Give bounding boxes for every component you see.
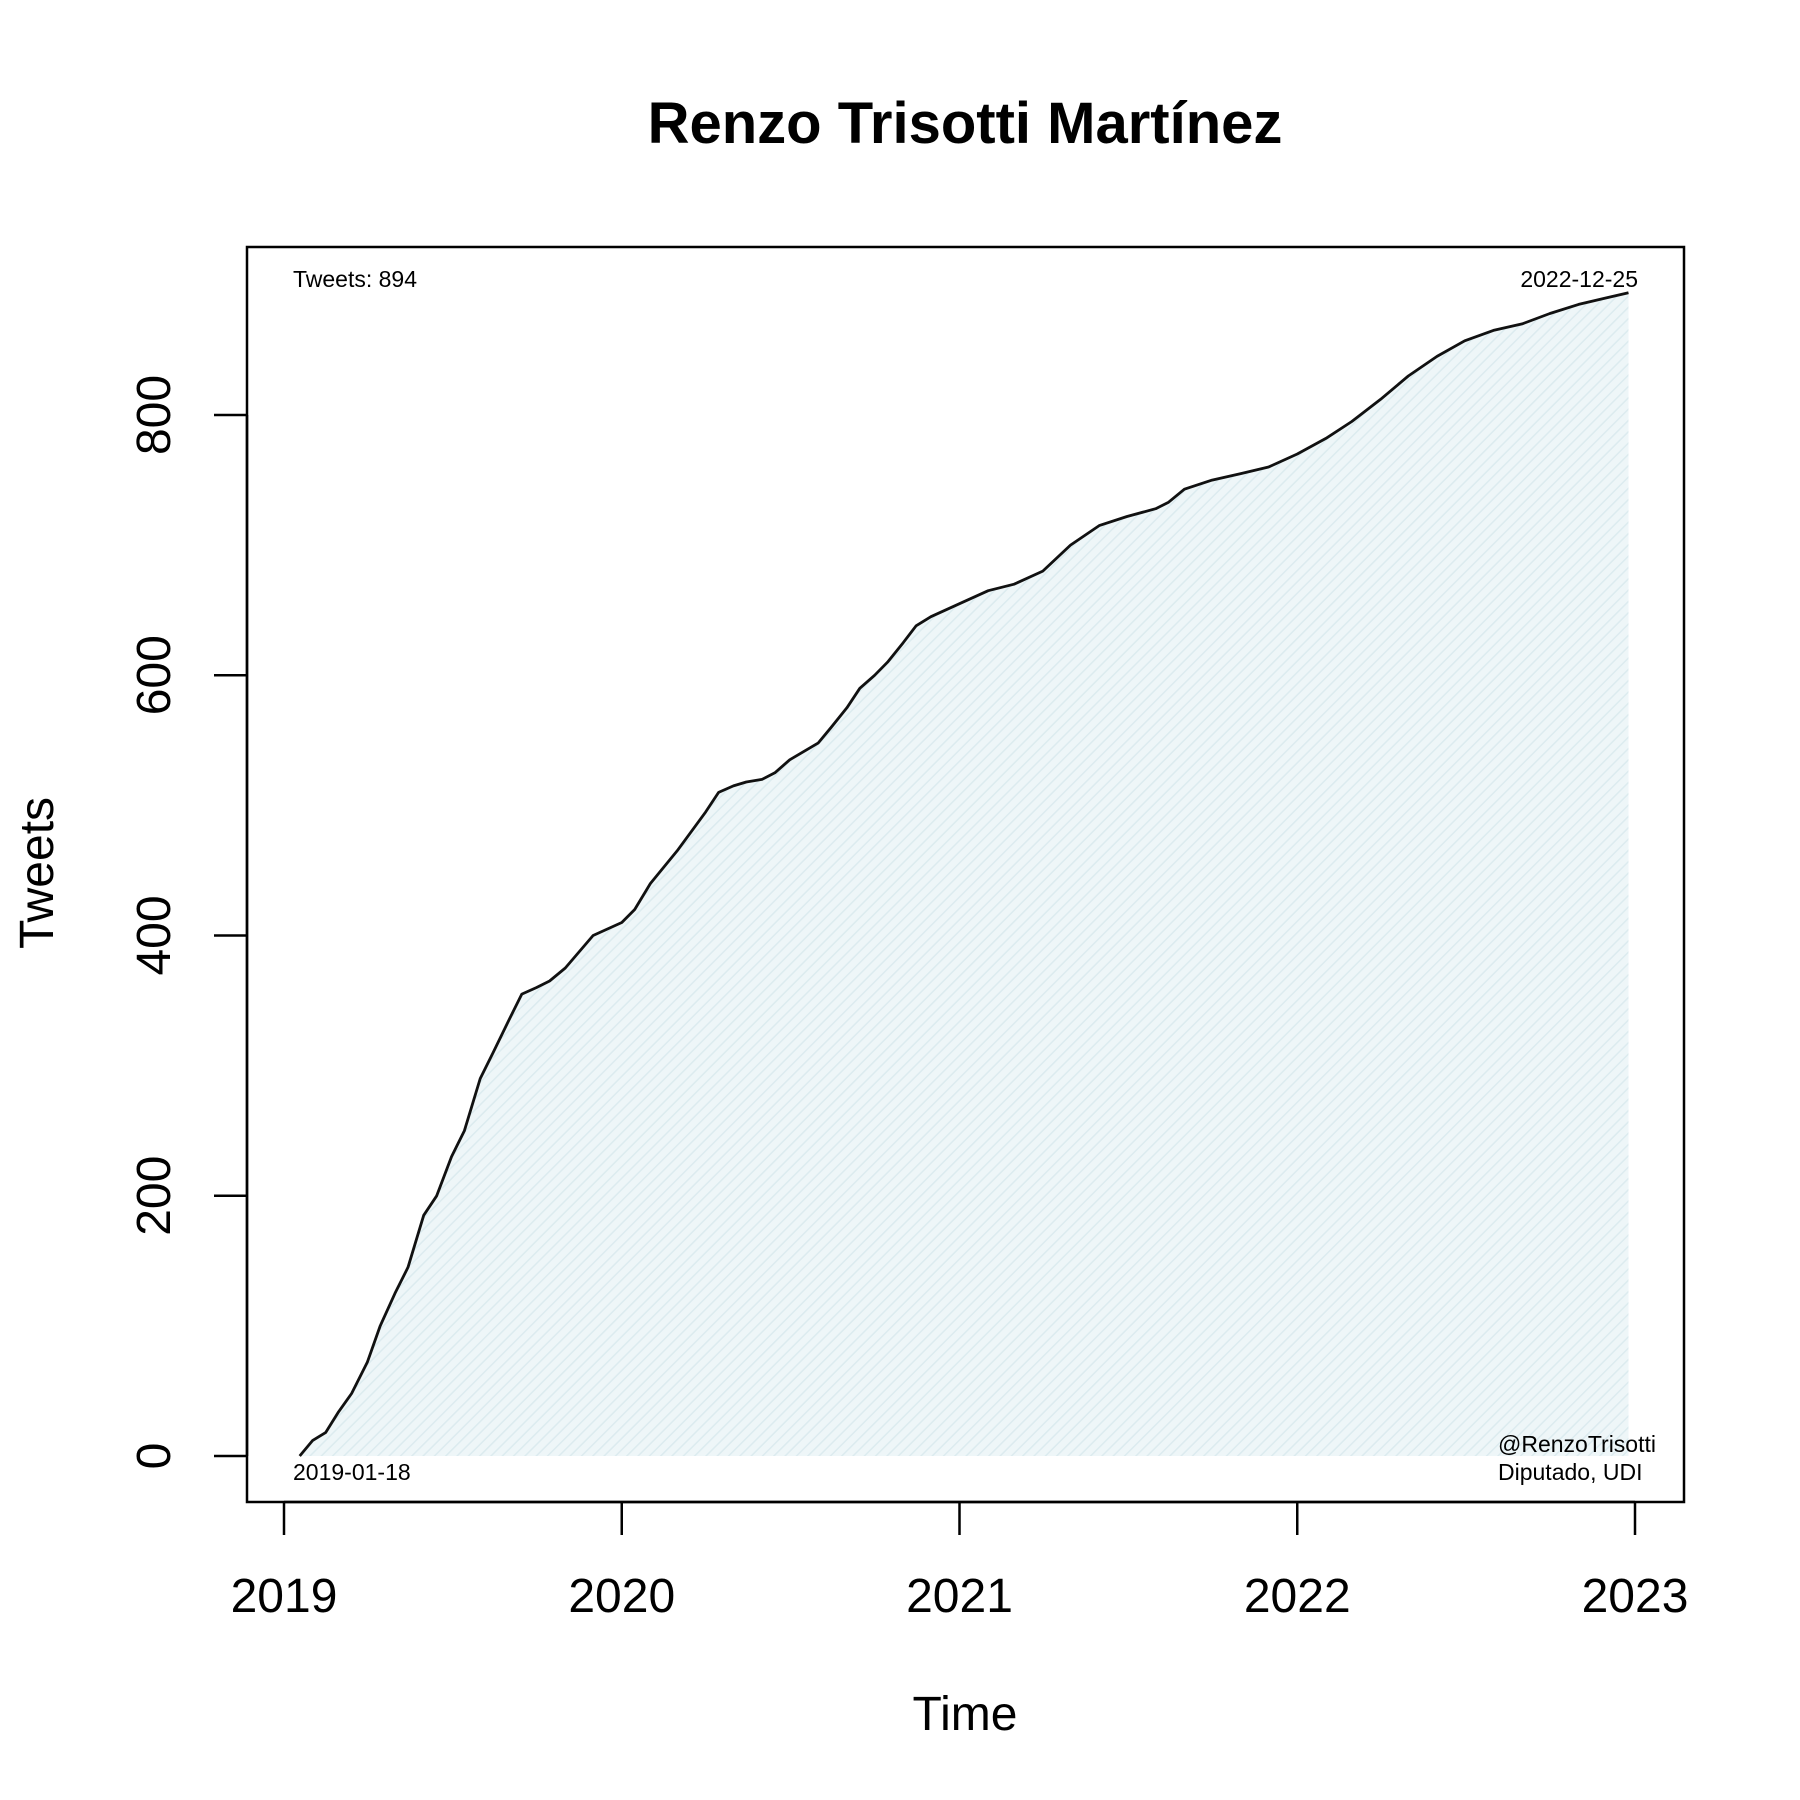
- chart-title: Renzo Trisotti Martínez: [648, 91, 1283, 156]
- role-annotation: Diputado, UDI: [1498, 1459, 1642, 1485]
- x-tick-label: 2019: [231, 1570, 338, 1623]
- x-axis: 2019 2020 2021 2022 2023: [231, 1500, 1689, 1623]
- x-tick-label: 2021: [906, 1570, 1013, 1623]
- end-date-annotation: 2022-12-25: [1520, 266, 1638, 292]
- cumulative-tweets-line: [298, 291, 1629, 1457]
- x-axis-label: Time: [913, 1688, 1018, 1741]
- y-tick-label: 400: [128, 895, 181, 975]
- y-tick-label: 0: [128, 1443, 181, 1470]
- tweet-count-annotation: Tweets: 894: [293, 266, 417, 292]
- y-tick-label: 600: [128, 635, 181, 715]
- start-date-annotation: 2019-01-18: [293, 1459, 411, 1485]
- x-tick-label: 2023: [1582, 1570, 1689, 1623]
- y-tick-label: 200: [128, 1156, 181, 1236]
- cumulative-area-fill: [299, 292, 1629, 1457]
- x-tick-label: 2022: [1244, 1570, 1351, 1623]
- y-tick-label: 800: [128, 375, 181, 455]
- y-axis: 0 200 400 600 800: [128, 375, 249, 1470]
- handle-annotation: @RenzoTrisotti: [1498, 1431, 1656, 1457]
- x-tick-label: 2020: [568, 1570, 675, 1623]
- y-axis-label: Tweets: [11, 797, 64, 949]
- plot-area: [298, 291, 1629, 1457]
